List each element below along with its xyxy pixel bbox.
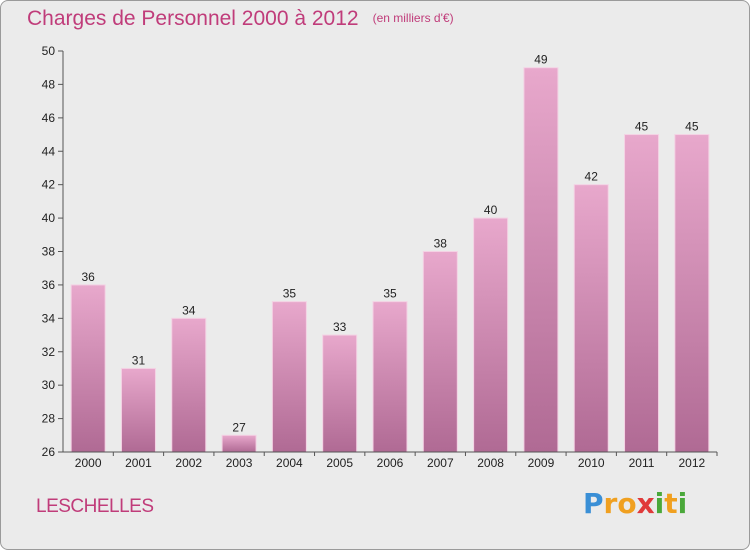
- chart-subtitle: (en milliers d'€): [372, 11, 454, 25]
- y-tick-label-38: 38: [42, 245, 56, 259]
- bar-2011: [624, 134, 660, 453]
- bar-2003: [221, 434, 257, 453]
- bar-2009: [523, 67, 559, 453]
- bar-2002: [171, 317, 207, 453]
- logo-letter: P: [583, 487, 604, 520]
- x-tick-label-2010: 2010: [578, 456, 605, 470]
- logo-letter: i: [677, 487, 688, 520]
- y-tick-label-44: 44: [42, 144, 56, 158]
- x-tick-label-2005: 2005: [326, 456, 353, 470]
- bars-group: 36 31 34 27 35 33 35 38 40 49 42 45 45: [70, 53, 710, 453]
- axes-group: 2000 2001 2002 2003 2004 2005 2006 2007 2008 2009…: [42, 44, 718, 470]
- value-label-2002: 34: [182, 303, 196, 317]
- x-tick-label-2001: 2001: [125, 456, 152, 470]
- bar-2010: [573, 184, 609, 453]
- proxiti-logo[interactable]: Proxiti: [583, 487, 687, 520]
- x-tick-label-2004: 2004: [276, 456, 303, 470]
- bar-2006: [372, 301, 408, 453]
- logo-letter: i: [654, 487, 665, 520]
- x-tick-label-2002: 2002: [175, 456, 202, 470]
- x-tick-label-2000: 2000: [75, 456, 102, 470]
- x-tick-label-2012: 2012: [678, 456, 705, 470]
- y-tick-label-42: 42: [42, 178, 56, 192]
- x-tick-label-2009: 2009: [528, 456, 555, 470]
- value-label-2003: 27: [232, 420, 246, 434]
- x-tick-label-2006: 2006: [377, 456, 404, 470]
- value-label-2008: 40: [484, 203, 498, 217]
- logo-letter: x: [636, 487, 655, 520]
- y-tick-label-26: 26: [42, 445, 56, 459]
- y-tick-label-28: 28: [42, 412, 56, 426]
- value-label-2010: 42: [585, 170, 599, 184]
- y-tick-label-34: 34: [42, 311, 56, 325]
- bar-2012: [674, 134, 710, 453]
- y-tick-label-50: 50: [42, 44, 56, 58]
- title-row: Charges de Personnel 2000 à 2012 (en mill…: [27, 7, 454, 31]
- y-tick-label-36: 36: [42, 278, 56, 292]
- value-label-2006: 35: [383, 287, 397, 301]
- value-label-2001: 31: [132, 353, 146, 367]
- logo-letter: o: [617, 487, 637, 520]
- bar-2005: [322, 334, 358, 453]
- bar-2001: [120, 367, 156, 453]
- x-tick-label-2003: 2003: [226, 456, 253, 470]
- chart-title: Charges de Personnel 2000 à 2012: [27, 7, 359, 30]
- y-tick-label-40: 40: [42, 211, 56, 225]
- bar-2000: [70, 284, 106, 453]
- place-name: LESCHELLES: [36, 496, 154, 517]
- logo-letter: r: [603, 487, 618, 520]
- bar-2007: [422, 251, 458, 453]
- value-label-2004: 35: [283, 287, 297, 301]
- value-label-2009: 49: [534, 53, 548, 67]
- value-label-2012: 45: [685, 120, 699, 134]
- bar-2008: [473, 217, 509, 453]
- x-tick-label-2008: 2008: [477, 456, 504, 470]
- logo-letter: t: [664, 487, 678, 520]
- y-tick-label-46: 46: [42, 111, 56, 125]
- bar-2004: [271, 301, 307, 453]
- x-tick-label-2007: 2007: [427, 456, 454, 470]
- value-label-2007: 38: [434, 237, 448, 251]
- y-tick-label-32: 32: [42, 345, 56, 359]
- y-tick-label-48: 48: [42, 77, 56, 91]
- value-label-2000: 36: [81, 270, 95, 284]
- x-tick-label-2011: 2011: [629, 456, 655, 470]
- value-label-2005: 33: [333, 320, 347, 334]
- value-label-2011: 45: [635, 120, 649, 134]
- y-tick-label-30: 30: [42, 378, 56, 392]
